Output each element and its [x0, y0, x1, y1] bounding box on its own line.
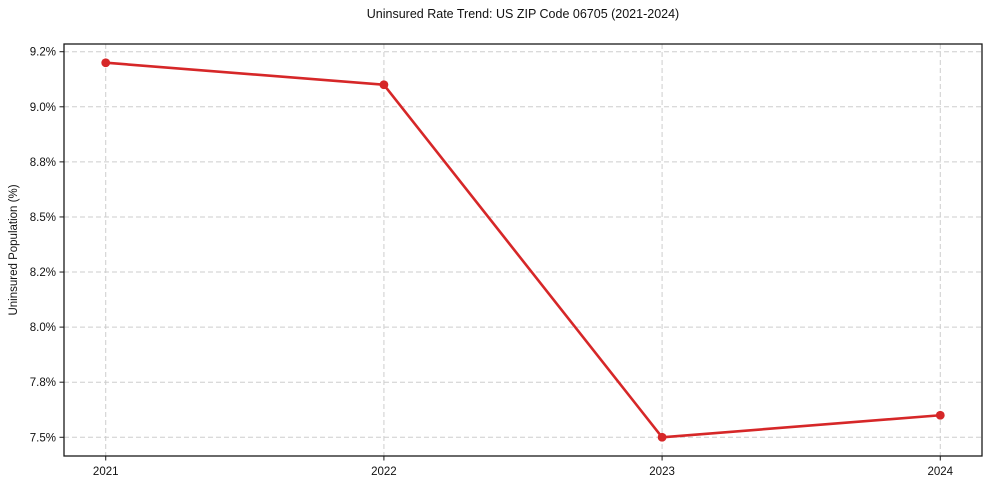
axes-box	[63, 43, 983, 457]
y-tick-label: 8.0%	[30, 322, 56, 334]
trend-line	[104, 61, 942, 439]
y-tick-label: 7.8%	[30, 377, 56, 389]
y-tick-label: 8.8%	[30, 157, 56, 169]
data-point	[101, 58, 111, 68]
x-tick-label: 2022	[371, 466, 397, 478]
data-point	[379, 80, 389, 90]
y-tick-label: 7.5%	[30, 432, 56, 444]
x-tick-label: 2023	[649, 466, 675, 478]
y-tick-label: 8.2%	[30, 267, 56, 279]
chart-title: Uninsured Rate Trend: US ZIP Code 06705 …	[366, 7, 680, 21]
y-tick-label: 9.2%	[30, 47, 56, 59]
data-point	[935, 410, 945, 420]
x-tick-label: 2021	[93, 466, 119, 478]
data-point	[657, 432, 667, 442]
y-tick-label: 8.5%	[30, 212, 56, 224]
y-tick-label: 9.0%	[30, 102, 56, 114]
x-tick-label: 2024	[927, 466, 953, 478]
